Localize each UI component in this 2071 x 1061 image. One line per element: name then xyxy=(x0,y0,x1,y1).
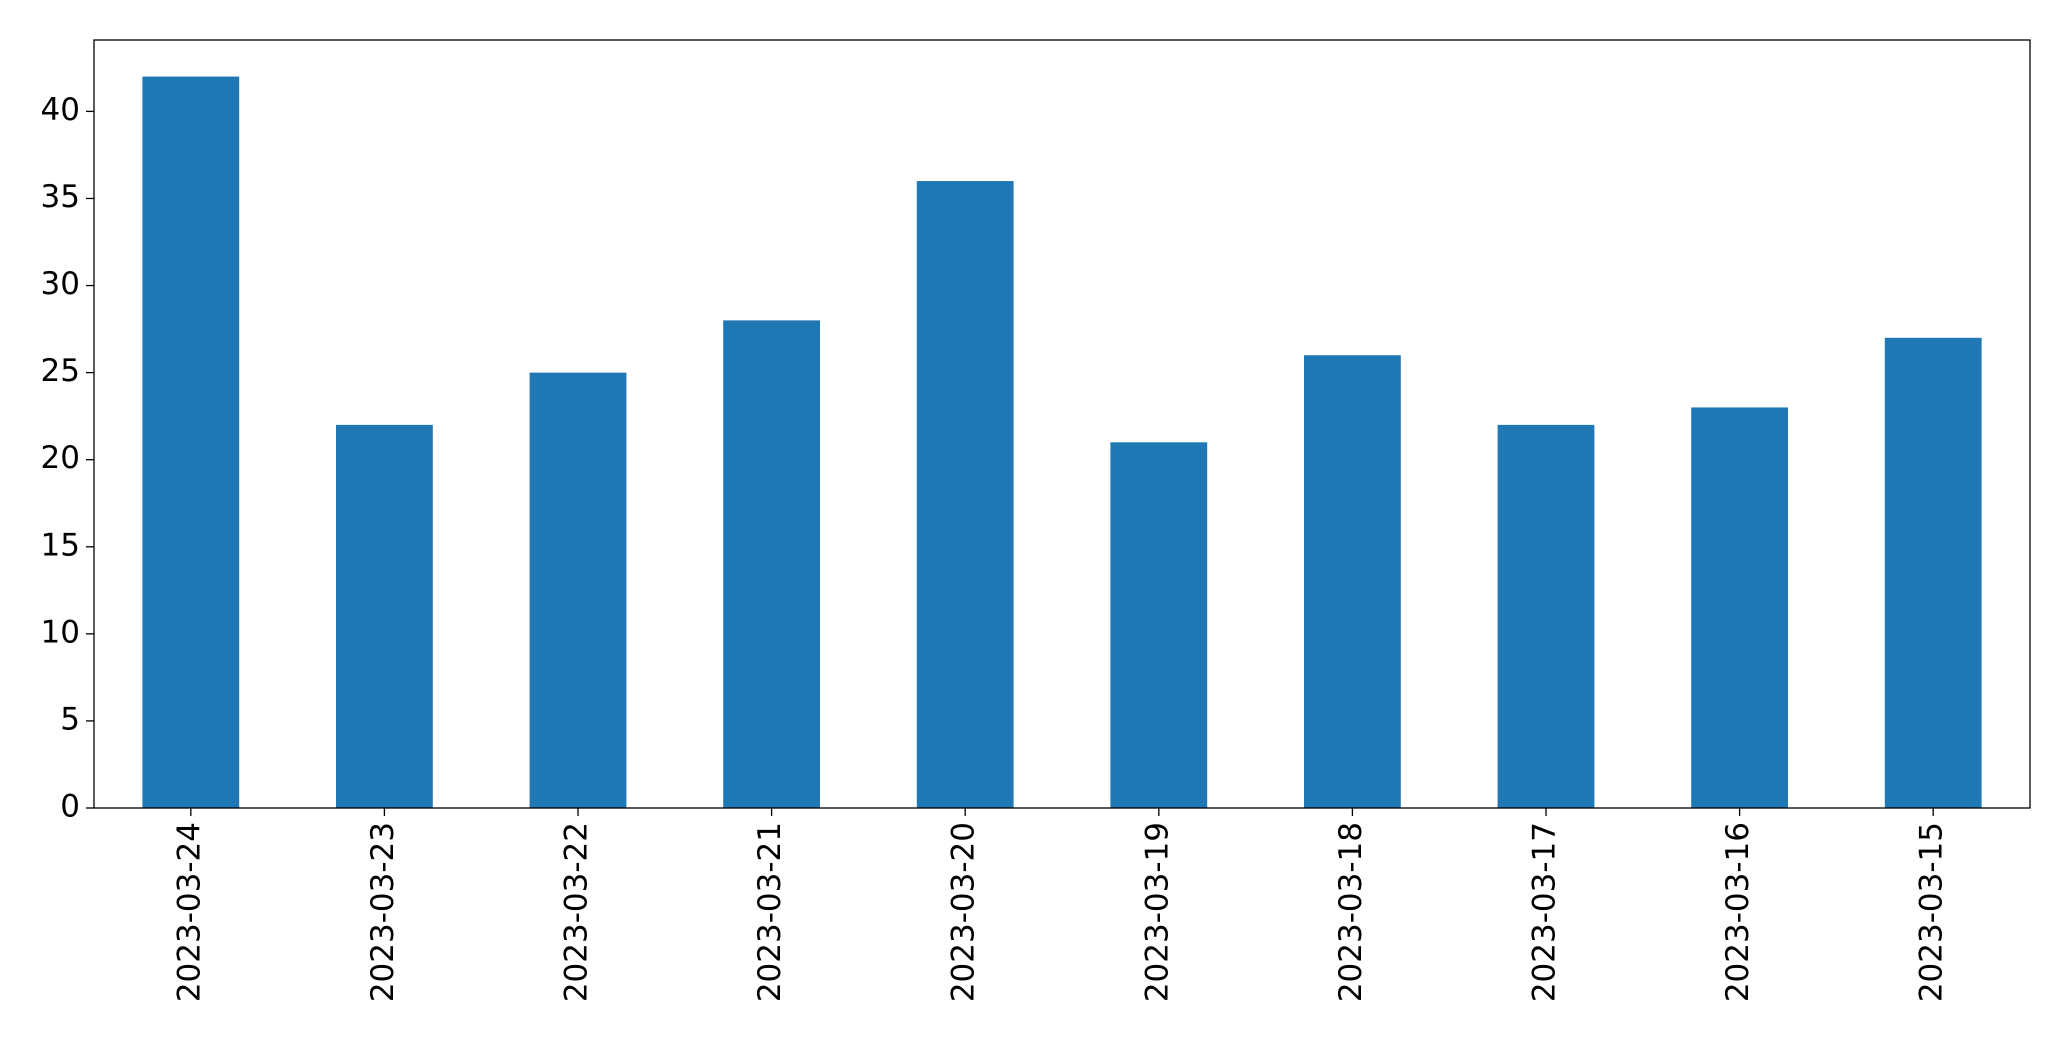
bar xyxy=(1884,337,1982,808)
x-tick-label: 2023-03-24 xyxy=(171,822,207,1002)
y-tick-label: 40 xyxy=(41,92,80,128)
x-tick-label: 2023-03-23 xyxy=(365,822,401,1002)
y-tick-label: 25 xyxy=(41,353,80,389)
x-tick-label: 2023-03-21 xyxy=(752,822,788,1002)
x-tick-label: 2023-03-19 xyxy=(1139,822,1175,1002)
y-tick-label: 30 xyxy=(41,266,80,302)
y-tick-label: 5 xyxy=(60,701,80,737)
axes-frame xyxy=(93,39,2031,809)
x-tick-label: 2023-03-20 xyxy=(946,822,982,1002)
y-tick-label: 0 xyxy=(60,789,80,825)
x-tick-label: 2023-03-16 xyxy=(1720,822,1756,1002)
x-tick-label: 2023-03-15 xyxy=(1914,822,1950,1002)
y-tick-label: 15 xyxy=(41,527,80,563)
bar xyxy=(529,372,627,808)
x-tick-label: 2023-03-17 xyxy=(1527,822,1563,1002)
x-tick-label: 2023-03-22 xyxy=(559,822,595,1002)
bar xyxy=(336,424,433,808)
bar xyxy=(1691,407,1788,808)
y-tick-label: 35 xyxy=(41,179,80,215)
bar xyxy=(1110,442,1208,808)
bar xyxy=(916,181,1014,808)
bar xyxy=(723,320,820,808)
y-tick-label: 10 xyxy=(41,614,80,650)
y-tick-label: 20 xyxy=(41,440,80,476)
bar xyxy=(1497,424,1595,808)
x-tick-label: 2023-03-18 xyxy=(1333,822,1369,1002)
bar xyxy=(1304,355,1401,808)
bar xyxy=(142,76,240,809)
plot-area: 0 5 10 15 20 25 30 35 40 2023-03-24 2023-03-23 2023… xyxy=(41,76,1982,1002)
